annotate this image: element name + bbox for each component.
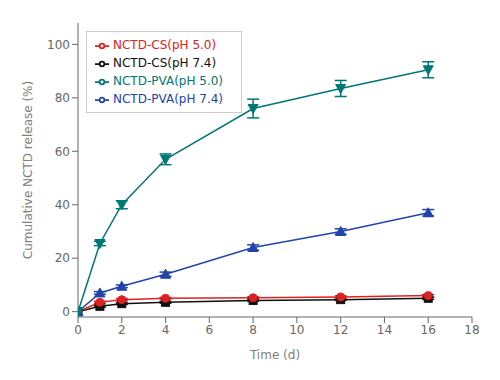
html-text:NCTD-PVA(pH 5.0): NCTD-PVA(pH 5.0) [113, 74, 223, 88]
svg-text:Cumulative NCTD release (%): Cumulative NCTD release (%) [21, 81, 35, 259]
svg-text:14: 14 [377, 323, 392, 337]
svg-text:Time (d): Time (d) [249, 348, 300, 362]
svg-text:100: 100 [47, 38, 70, 52]
svg-text:0: 0 [74, 323, 82, 337]
svg-text:60: 60 [55, 145, 70, 159]
svg-text:40: 40 [55, 198, 70, 212]
svg-text:8: 8 [249, 323, 257, 337]
svg-text:6: 6 [206, 323, 214, 337]
svg-text:20: 20 [55, 251, 70, 265]
svg-text:18: 18 [464, 323, 479, 337]
svg-text:2: 2 [118, 323, 126, 337]
svg-text:16: 16 [421, 323, 436, 337]
svg-text:12: 12 [333, 323, 348, 337]
html-text:NCTD-CS(pH 5.0): NCTD-CS(pH 5.0) [113, 38, 217, 52]
svg-text:0: 0 [62, 305, 70, 319]
html-text:NCTD-PVA(pH 7.4): NCTD-PVA(pH 7.4) [113, 92, 223, 106]
svg-text:10: 10 [289, 323, 304, 337]
html-text:NCTD-CS(pH 7.4): NCTD-CS(pH 7.4) [113, 56, 217, 70]
svg-text:80: 80 [55, 91, 70, 105]
svg-text:4: 4 [162, 323, 170, 337]
